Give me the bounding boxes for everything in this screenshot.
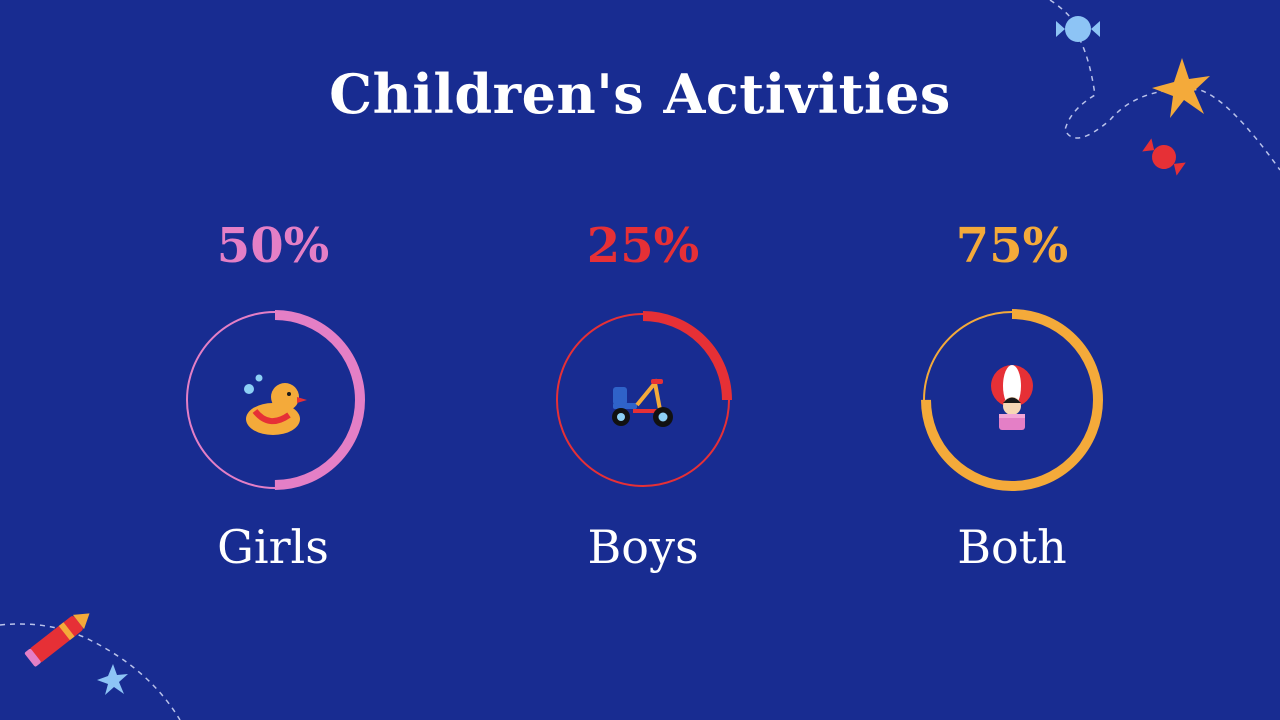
hot-air-balloon-icon: [991, 365, 1033, 430]
tricycle-icon: [612, 378, 673, 427]
both-ring-arc: [921, 309, 1103, 491]
girls-label: Girls: [217, 520, 329, 574]
candy-icon: [1056, 16, 1100, 42]
star-icon: [97, 664, 128, 695]
top-right-decoration: [1049, 0, 1280, 176]
boys-ring-arc: [554, 311, 732, 489]
girls-progress-ring: [185, 310, 365, 490]
girls-percent: 50%: [216, 218, 330, 274]
star-icon: [1152, 58, 1210, 118]
crayon-icon: [24, 613, 90, 667]
duck-icon: [244, 374, 307, 435]
boys-progress-ring: [554, 311, 732, 489]
both-progress-ring: [921, 309, 1103, 491]
bottom-left-decoration: [0, 613, 181, 720]
boys-percent: 25%: [586, 218, 700, 274]
girls-ring-arc: [185, 310, 365, 490]
slide-title: Children's Activities: [329, 62, 951, 126]
both-label: Both: [957, 520, 1067, 574]
candy-icon: [1142, 138, 1186, 176]
boys-label: Boys: [587, 520, 699, 574]
both-percent: 75%: [955, 218, 1069, 274]
